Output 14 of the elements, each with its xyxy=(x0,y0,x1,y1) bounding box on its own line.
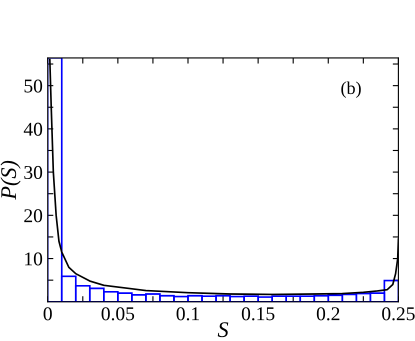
x-tick-label: 0.25 xyxy=(382,307,415,320)
x-tick-label: 0.05 xyxy=(102,307,134,320)
x-tick-label: 0.15 xyxy=(242,307,274,320)
y-tick-label: 30 xyxy=(24,166,42,180)
x-tick-label: 0 xyxy=(44,307,52,320)
y-tick-label: 50 xyxy=(24,79,42,93)
y-tick-label: 10 xyxy=(25,252,42,266)
x-tick-label: 0.1 xyxy=(176,307,199,320)
annotation: (b) xyxy=(341,81,361,98)
y-axis-title: P(S) xyxy=(0,160,21,200)
x-axis-title: S xyxy=(218,322,228,338)
y-tick-label: 20 xyxy=(24,209,42,222)
y-tick-label: 40 xyxy=(24,122,42,136)
x-tick-label: 0.2 xyxy=(316,307,340,320)
